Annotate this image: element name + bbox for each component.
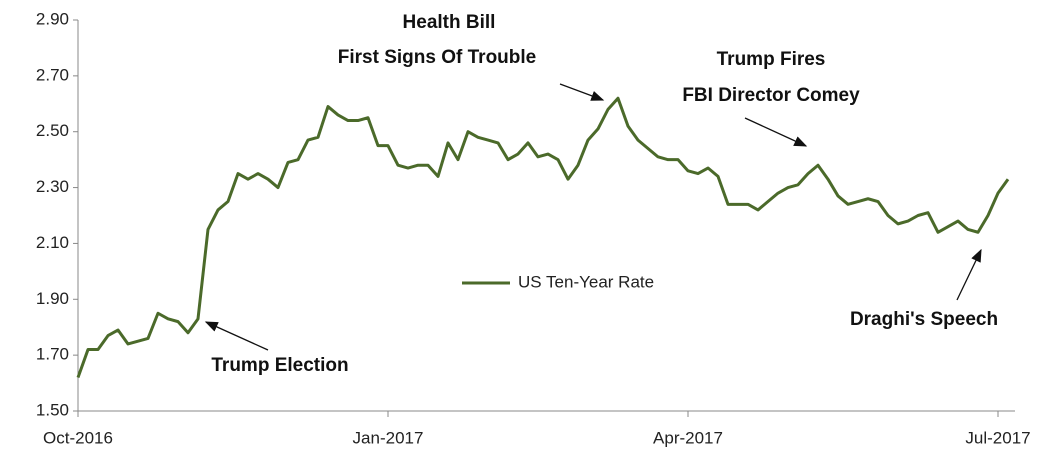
- y-tick-label: 2.10: [36, 233, 69, 252]
- y-tick-label: 1.50: [36, 400, 69, 419]
- y-tick-label: 2.30: [36, 177, 69, 196]
- arrow: [956, 248, 982, 301]
- arrow: [559, 83, 605, 101]
- arrow: [744, 117, 808, 147]
- annotation: Trump Election: [211, 355, 348, 376]
- annotation: FBI Director Comey: [682, 85, 860, 106]
- annotation: Trump Fires: [717, 49, 826, 70]
- y-tick-label: 1.90: [36, 289, 69, 308]
- y-tick-label: 2.90: [36, 9, 69, 28]
- annotation: Draghi's Speech: [850, 309, 998, 330]
- x-tick-label: Apr-2017: [653, 428, 723, 447]
- data-line: [76, 96, 1010, 378]
- x-tick-label: Oct-2016: [43, 428, 113, 447]
- annotation: Health Bill: [403, 12, 496, 33]
- y-tick-label: 2.70: [36, 65, 69, 84]
- arrows: [204, 83, 982, 351]
- arrow: [204, 321, 269, 351]
- y-tick-label: 2.50: [36, 121, 69, 140]
- legend-label: US Ten-Year Rate: [518, 272, 654, 291]
- x-tick-label: Jan-2017: [353, 428, 424, 447]
- y-tick-label: 1.70: [36, 345, 69, 364]
- annotation: First Signs Of Trouble: [338, 47, 536, 68]
- x-tick-label: Jul-2017: [965, 428, 1030, 447]
